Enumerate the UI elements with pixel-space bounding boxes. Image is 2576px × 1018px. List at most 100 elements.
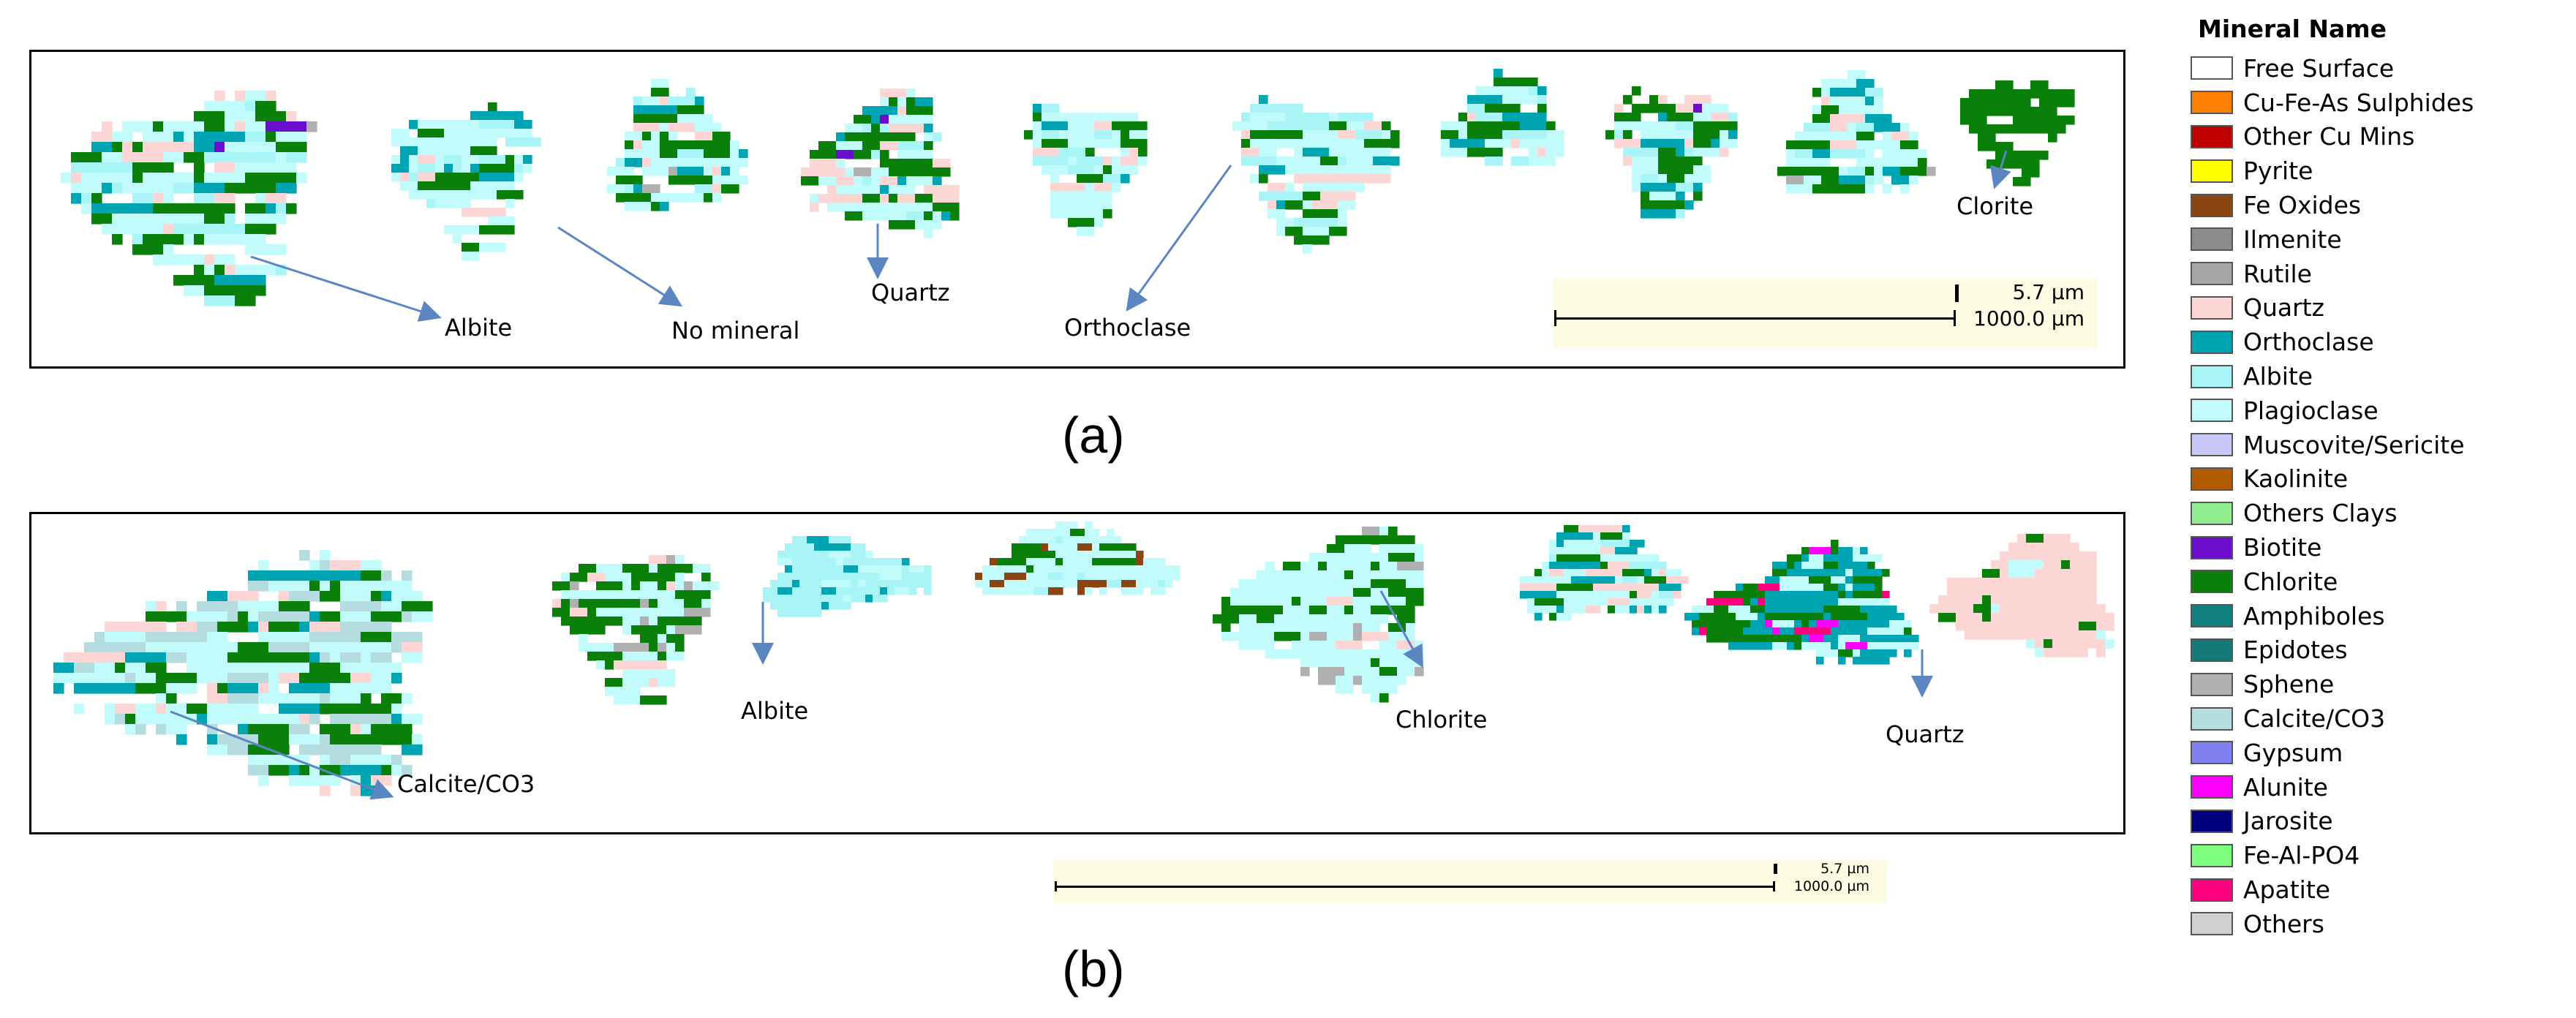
legend-swatch: [2191, 433, 2233, 457]
legend-label: Others Clays: [2243, 499, 2398, 528]
orthoclase-arrow: [1126, 165, 1232, 312]
albite-arrow: [250, 255, 442, 322]
legend-swatch: [2191, 262, 2233, 286]
legend-swatch: [2191, 159, 2233, 183]
legend-label: Quartz: [2243, 293, 2324, 323]
scale-line-a: [1554, 317, 1955, 320]
legend-item: Others: [2191, 907, 2571, 941]
legend-label: Muscovite/Sericite: [2243, 430, 2465, 459]
annotation-orthoclase: Orthoclase: [1064, 314, 1191, 342]
legend-item: Quartz: [2191, 291, 2571, 325]
legend-item: Plagioclase: [2191, 393, 2571, 428]
legend-swatch: [2191, 399, 2233, 423]
scale-top-text-a: 5.7 µm: [2012, 280, 2084, 304]
legend-item: Jarosite: [2191, 804, 2571, 839]
legend-item: Other Cu Mins: [2191, 120, 2571, 154]
annotation-clorite: Clorite: [1957, 192, 2034, 220]
legend-label: Pyrite: [2243, 157, 2313, 186]
annotation-no-mineral: No mineral: [671, 317, 800, 344]
scale-bottom-text-b: 1000.0 µm: [1793, 878, 1869, 894]
legend-swatch: [2191, 501, 2233, 525]
legend-item: Albite: [2191, 359, 2571, 393]
legend-item: Pyrite: [2191, 154, 2571, 188]
mineral-legend: Mineral Name Free Surface Cu-Fe-As Sulphi…: [2191, 15, 2571, 941]
legend-item: Fe-Al-PO4: [2191, 838, 2571, 872]
legend-label: Gypsum: [2243, 738, 2343, 767]
legend-item: Biotite: [2191, 530, 2571, 565]
legend-swatch: [2191, 330, 2233, 354]
legend-swatch: [2191, 295, 2233, 320]
scale-bottom-text-a: 1000.0 µm: [1973, 306, 2084, 331]
annotation-albite-b: Albite: [741, 697, 809, 725]
legend-item: Cu-Fe-As Sulphides: [2191, 86, 2571, 120]
legend-swatch: [2191, 912, 2233, 936]
calcite-arrow: [170, 710, 394, 800]
legend-swatch: [2191, 227, 2233, 252]
panel-b-particles: [53, 521, 2114, 800]
legend-swatch: [2191, 467, 2233, 491]
legend-item: Orthoclase: [2191, 325, 2571, 359]
legend-swatch: [2191, 535, 2233, 559]
annotation-calcite: Calcite/CO3: [397, 770, 535, 798]
legend-swatch: [2191, 775, 2233, 799]
chlorite-arrow: [1379, 590, 1423, 668]
legend-item: Sphene: [2191, 667, 2571, 701]
legend-item: Calcite/CO3: [2191, 701, 2571, 736]
scale-tick-b: [1774, 864, 1777, 874]
legend-items: Free Surface Cu-Fe-As Sulphides Other Cu M…: [2191, 51, 2571, 941]
legend-label: Others: [2243, 909, 2324, 938]
legend-swatch: [2191, 638, 2233, 662]
panel-b-mineral-map: Albite Chlorite Calcite/CO3 Quartz: [29, 512, 2125, 834]
legend-item: Fe Oxides: [2191, 188, 2571, 222]
scale-top-text-b: 5.7 µm: [1820, 861, 1869, 877]
legend-swatch: [2191, 741, 2233, 765]
legend-label: Apatite: [2243, 875, 2331, 905]
legend-label: Plagioclase: [2243, 396, 2379, 425]
legend-item: Gypsum: [2191, 736, 2571, 770]
legend-item: Kaolinite: [2191, 462, 2571, 497]
legend-item: Ilmenite: [2191, 222, 2571, 257]
panel-b-label: (b): [1062, 940, 1125, 998]
scale-tick-a: [1955, 284, 1959, 302]
panel-a-label: (a): [1062, 407, 1125, 464]
scale-bar-a: 5.7 µm 1000.0 µm: [1553, 279, 2098, 348]
legend-swatch: [2191, 604, 2233, 628]
legend-swatch: [2191, 843, 2233, 867]
legend-swatch: [2191, 364, 2233, 388]
legend-item: Alunite: [2191, 770, 2571, 804]
legend-item: Chlorite: [2191, 565, 2571, 599]
legend-item: Free Surface: [2191, 51, 2571, 86]
no-mineral-arrow: [557, 226, 683, 307]
legend-swatch: [2191, 193, 2233, 217]
legend-swatch: [2191, 878, 2233, 902]
legend-swatch: [2191, 809, 2233, 833]
legend-label: Fe Oxides: [2243, 191, 2362, 220]
legend-item: Apatite: [2191, 872, 2571, 907]
panel-a-mineral-map: Albite No mineral Quartz Orthoclase Clor…: [29, 50, 2125, 369]
legend-label: Cu-Fe-As Sulphides: [2243, 88, 2474, 117]
legend-swatch: [2191, 570, 2233, 594]
annotation-quartz-b: Quartz: [1886, 720, 1965, 748]
legend-label: Epidotes: [2243, 636, 2348, 665]
legend-label: Calcite/CO3: [2243, 704, 2386, 734]
annotation-quartz: Quartz: [871, 279, 950, 306]
legend-swatch: [2191, 124, 2233, 148]
legend-label: Kaolinite: [2243, 464, 2349, 494]
clorite-arrow: [1990, 150, 2011, 189]
legend-swatch: [2191, 672, 2233, 696]
annotation-chlorite: Chlorite: [1396, 706, 1488, 734]
legend-label: Ilmenite: [2243, 225, 2342, 254]
legend-label: Albite: [2243, 362, 2313, 391]
scale-line-b: [1055, 886, 1775, 888]
legend-item: Muscovite/Sericite: [2191, 428, 2571, 462]
legend-item: Others Clays: [2191, 496, 2571, 530]
legend-label: Free Surface: [2243, 53, 2395, 83]
legend-label: Jarosite: [2243, 807, 2333, 836]
legend-label: Fe-Al-PO4: [2243, 841, 2360, 870]
legend-item: Epidotes: [2191, 633, 2571, 668]
legend-item: Amphiboles: [2191, 599, 2571, 633]
legend-label: Rutile: [2243, 259, 2312, 288]
legend-label: Orthoclase: [2243, 328, 2374, 357]
scale-bar-b: 5.7 µm 1000.0 µm: [1053, 859, 1887, 903]
legend-label: Chlorite: [2243, 567, 2338, 596]
